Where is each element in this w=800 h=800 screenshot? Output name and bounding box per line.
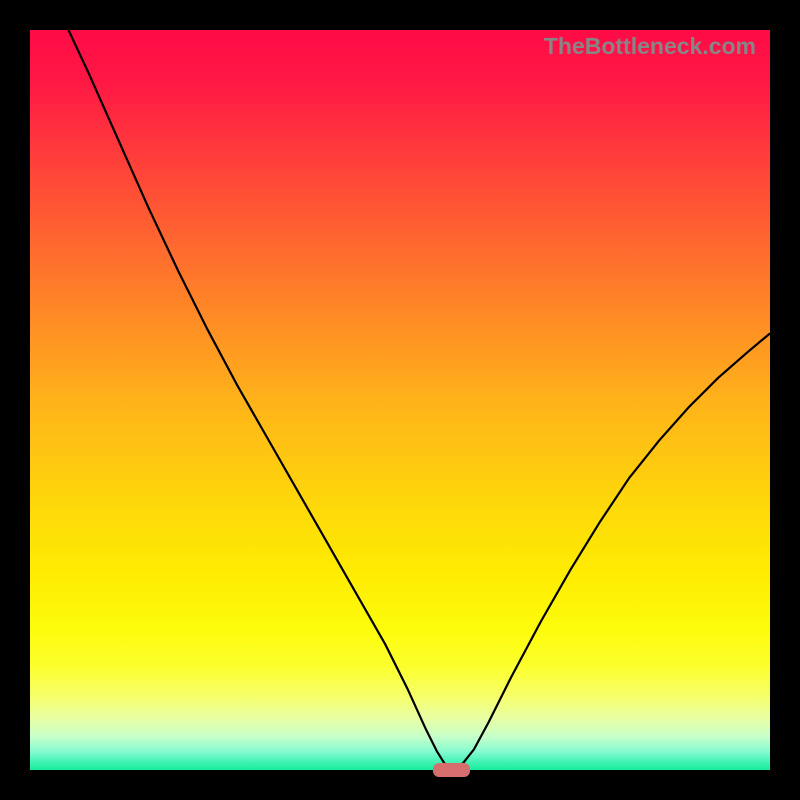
optimal-marker	[433, 763, 470, 776]
attribution-text: TheBottleneck.com	[544, 33, 756, 60]
plot-area	[30, 30, 770, 770]
bottleneck-curve	[30, 30, 770, 770]
chart-frame: TheBottleneck.com	[0, 0, 800, 800]
